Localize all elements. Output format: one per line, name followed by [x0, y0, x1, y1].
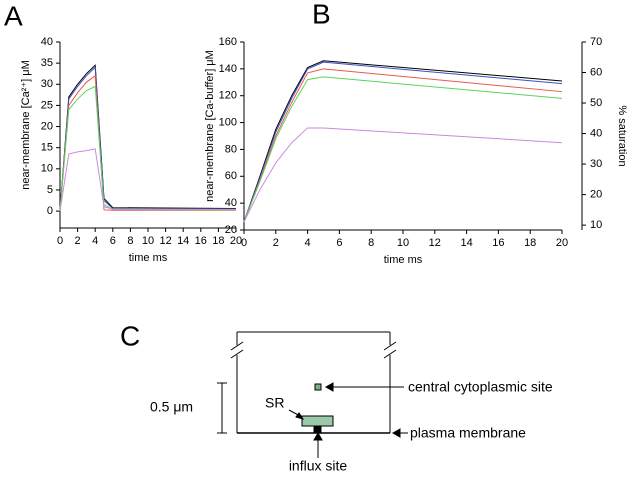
- x-tick-label: 2: [273, 237, 279, 249]
- panel-label: B: [312, 0, 331, 29]
- arrowhead: [295, 412, 305, 420]
- x-tick-label: 2: [75, 235, 81, 247]
- central-site: [314, 383, 322, 391]
- series-line: [59, 66, 237, 212]
- x-tick-label: 14: [460, 237, 472, 249]
- y-tick-label: 35: [41, 57, 53, 69]
- x-axis-label: time ms: [384, 254, 423, 266]
- y-tick-label: 60: [225, 170, 237, 182]
- x-tick-label: 10: [397, 237, 409, 249]
- y-tick-label: 30: [41, 78, 53, 90]
- y2-tick-label: 40: [590, 127, 602, 139]
- x-tick-label: 6: [110, 235, 116, 247]
- y-axis-label: near-membrane [Ca²⁺] μM: [20, 60, 32, 190]
- y-tick-label: 25: [41, 99, 53, 111]
- arrowhead: [313, 431, 323, 441]
- series-line: [243, 127, 563, 223]
- y-tick-label: 10: [41, 163, 53, 175]
- x-tick-label: 12: [429, 237, 441, 249]
- series-line: [243, 61, 563, 223]
- x-tick-label: 20: [230, 235, 242, 247]
- x-tick-label: 18: [524, 237, 536, 249]
- membrane-label: plasma membrane: [410, 425, 526, 441]
- x-tick-label: 4: [305, 237, 311, 249]
- x-tick-label: 14: [177, 235, 189, 247]
- influx-block: [313, 425, 322, 434]
- arrowhead: [391, 428, 401, 438]
- x-tick-label: 0: [241, 237, 247, 249]
- series-line: [59, 64, 237, 212]
- panel-label: C: [120, 320, 140, 351]
- y2-tick-label: 30: [590, 158, 602, 170]
- arrowhead: [324, 382, 334, 392]
- y-tick-label: 100: [219, 116, 237, 128]
- y2-tick-label: 60: [590, 66, 602, 78]
- y-axis-label: near-membrane [Ca-buffer] μM: [204, 50, 216, 202]
- x-tick-label: 0: [57, 235, 63, 247]
- x-tick-label: 12: [159, 235, 171, 247]
- break-mark: [230, 341, 244, 351]
- y-tick-label: 20: [225, 224, 237, 236]
- y-tick-label: 5: [47, 184, 53, 196]
- y-tick-label: 40: [41, 36, 53, 48]
- y-tick-label: 40: [225, 197, 237, 209]
- x-tick-label: 8: [127, 235, 133, 247]
- x-tick-label: 10: [142, 235, 154, 247]
- break-mark: [383, 349, 397, 359]
- x-tick-label: 16: [492, 237, 504, 249]
- sr-block: [301, 415, 334, 427]
- y-tick-label: 120: [219, 90, 237, 102]
- y-tick-label: 15: [41, 142, 53, 154]
- x-tick-label: 6: [336, 237, 342, 249]
- series-line: [59, 74, 236, 212]
- x-tick-label: 16: [195, 235, 207, 247]
- y2-tick-label: 20: [590, 189, 602, 201]
- x-tick-label: 8: [368, 237, 374, 249]
- central-label: central cytoplasmic site: [408, 379, 553, 395]
- y2-tick-label: 70: [590, 36, 602, 48]
- x-axis-label: time ms: [129, 252, 168, 264]
- break-mark: [230, 349, 244, 359]
- series-line: [59, 148, 237, 212]
- sr-label: SR: [265, 395, 284, 411]
- y-tick-label: 20: [41, 120, 53, 132]
- y2-axis-label: % saturation: [616, 105, 628, 166]
- panel-label: A: [4, 0, 23, 31]
- series-line: [243, 76, 563, 223]
- x-tick-label: 18: [212, 235, 224, 247]
- break-mark: [383, 341, 397, 351]
- y-tick-label: 140: [219, 63, 237, 75]
- influx-label: influx site: [289, 458, 348, 474]
- x-tick-label: 20: [556, 237, 568, 249]
- y-tick-label: 0: [47, 205, 53, 217]
- y-tick-label: 160: [219, 36, 237, 48]
- x-tick-label: 4: [92, 235, 98, 247]
- scale-label: 0.5 μm: [150, 399, 193, 415]
- y2-tick-label: 10: [590, 219, 602, 231]
- y2-tick-label: 50: [590, 97, 602, 109]
- diagram: [217, 331, 408, 458]
- y-tick-label: 80: [225, 143, 237, 155]
